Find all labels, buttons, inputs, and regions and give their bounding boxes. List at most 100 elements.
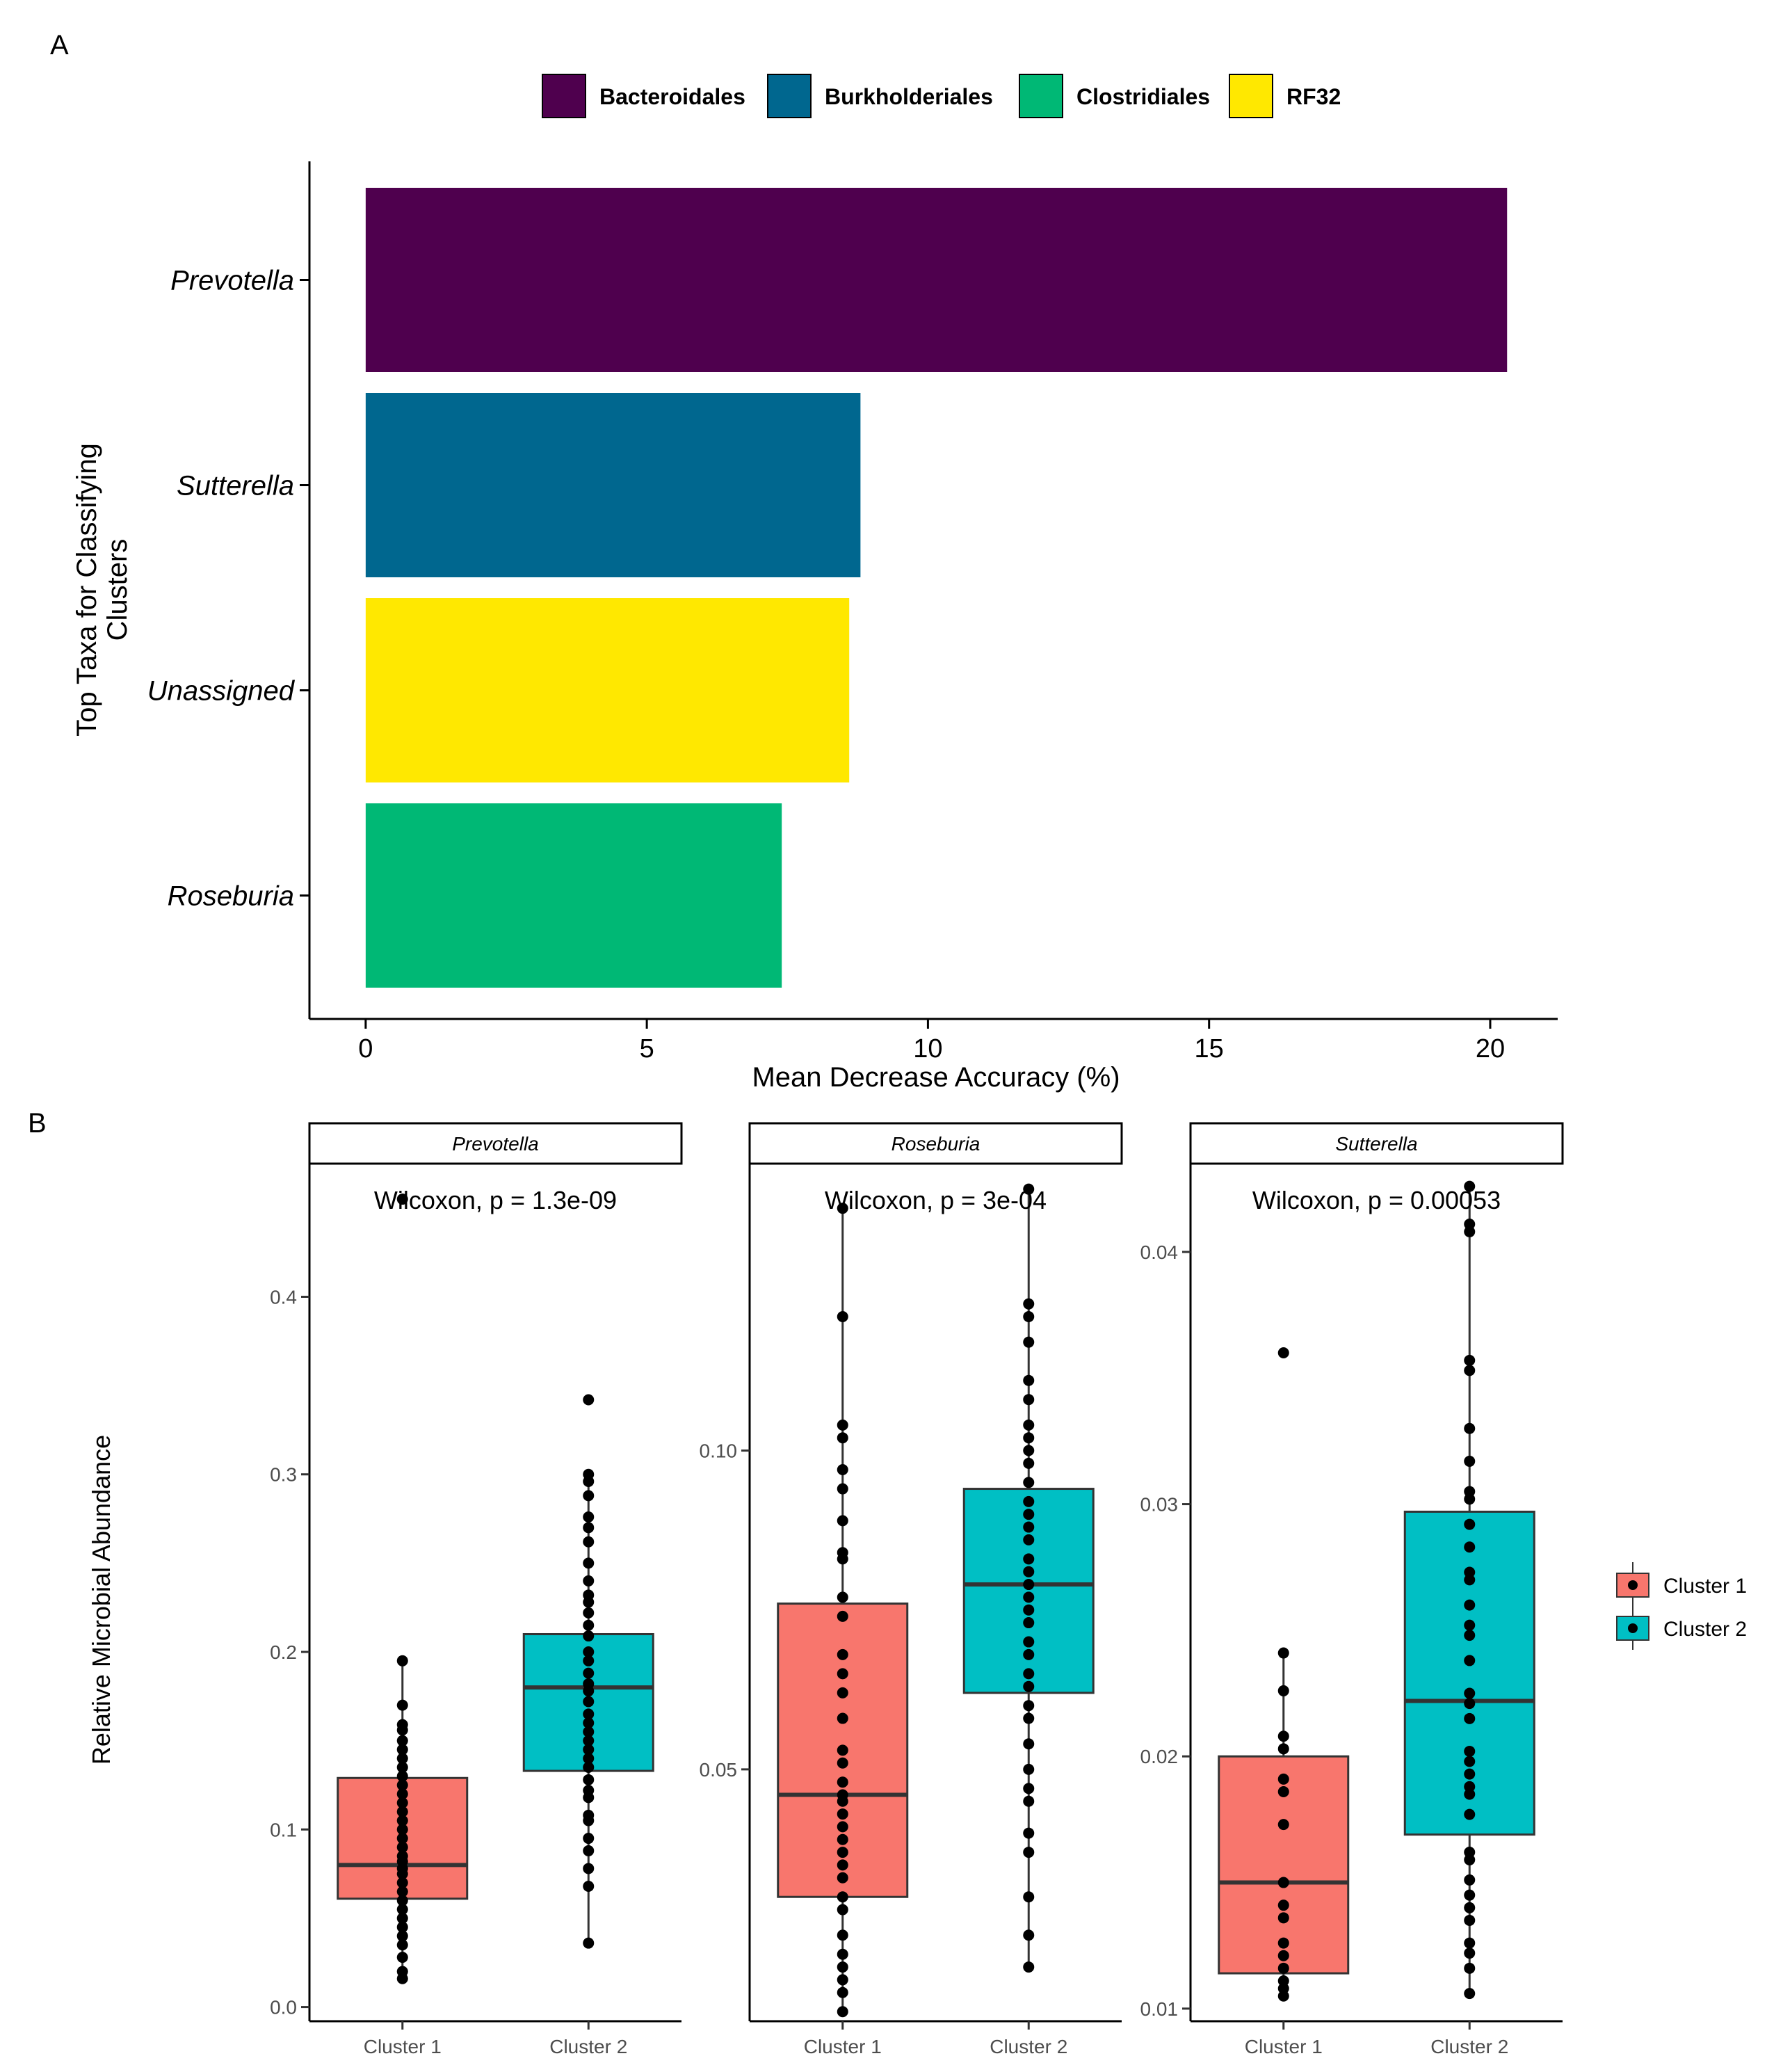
data-point [583, 1735, 595, 1746]
data-point [583, 1490, 595, 1502]
data-point [583, 1845, 595, 1856]
data-point [837, 1515, 848, 1527]
facet-strip [308, 1122, 683, 1165]
data-point [1023, 1298, 1035, 1310]
data-point [837, 1712, 848, 1724]
data-point [1464, 1698, 1476, 1710]
data-point [837, 1419, 848, 1431]
data-point [1464, 1988, 1476, 2000]
data-point [396, 1735, 408, 1746]
facet-y-tick-label: 0.02 [1140, 1746, 1179, 1767]
legend-label-bacteroidales: Bacteroidales [599, 84, 745, 109]
data-point [1277, 1937, 1289, 1949]
data-point [583, 1833, 595, 1845]
data-point [837, 1974, 848, 1986]
facet-y-tick-label: 0.04 [1140, 1242, 1179, 1263]
data-point [396, 1788, 408, 1800]
data-point [1464, 1902, 1476, 1913]
bar-unassigned [365, 598, 850, 782]
data-point [837, 1591, 848, 1603]
data-point [1023, 1311, 1035, 1323]
data-point [583, 1596, 595, 1608]
data-point [583, 1726, 595, 1737]
data-point [1464, 1687, 1476, 1699]
facet-x-tick-label: Cluster 1 [1245, 2036, 1323, 2057]
data-point [396, 1930, 408, 1942]
data-point [396, 1194, 408, 1205]
data-point [1023, 1509, 1035, 1520]
data-point [1277, 1990, 1289, 2002]
data-point [583, 1937, 595, 1949]
panel-a-x-tick-label: 5 [640, 1034, 654, 1063]
data-point [1023, 1648, 1035, 1660]
data-point [583, 1685, 595, 1697]
data-point [1464, 1788, 1476, 1800]
data-point [837, 1610, 848, 1622]
facet-wilcoxon-label: Wilcoxon, p = 0.00053 [1252, 1186, 1501, 1214]
data-point [583, 1646, 595, 1658]
bar-prevotella [365, 188, 1508, 372]
data-point [1464, 1889, 1476, 1901]
data-point [837, 1833, 848, 1845]
data-point [1023, 1336, 1035, 1348]
data-point [1464, 1455, 1476, 1467]
panel-a-y-tick-label-roseburia: Roseburia [168, 881, 294, 912]
data-point [1023, 1636, 1035, 1648]
box-cluster-2 [1403, 1180, 1535, 2000]
data-point [583, 1607, 595, 1619]
data-point [1023, 1432, 1035, 1444]
data-point [1023, 1591, 1035, 1603]
facet-strip-title: Roseburia [891, 1133, 981, 1155]
legend-label-rf32: RF32 [1286, 84, 1341, 109]
facet-y-tick-label: 0.05 [700, 1759, 738, 1781]
data-point [1464, 1914, 1476, 1926]
data-point [396, 1895, 408, 1906]
data-point [837, 1776, 848, 1788]
facet-y-tick-label: 0.10 [700, 1440, 738, 1462]
data-point [1023, 1394, 1035, 1406]
facet-x-tick-label: Cluster 1 [804, 2036, 882, 2057]
data-point [837, 1668, 848, 1680]
data-point [1464, 1768, 1476, 1780]
panel-b-facets: Prevotella 0.0 0.1 0.2 0.3 0.4 Cluster 1 Cluste… [270, 1122, 1564, 2057]
data-point [837, 1553, 848, 1565]
data-point [1023, 1419, 1035, 1431]
legend-key-dot [1628, 1580, 1638, 1590]
data-point [1023, 1795, 1035, 1807]
legend-key-cluster-2 [1616, 1605, 1649, 1650]
facet-x-tick-label: Cluster 2 [990, 2036, 1067, 2057]
data-point [837, 1744, 848, 1756]
legend-key-clostridiales [1019, 74, 1063, 118]
bar-roseburia [365, 803, 782, 988]
data-point [1277, 1785, 1289, 1797]
data-point [837, 1872, 848, 1884]
data-point [583, 1522, 595, 1534]
data-point [583, 1753, 595, 1765]
box-cluster-1 [337, 1194, 469, 1984]
data-point [583, 1880, 595, 1892]
data-point [583, 1815, 595, 1826]
data-point [396, 1939, 408, 1951]
legend-label-clostridiales: Clostridiales [1076, 84, 1210, 109]
panel-a-bars [365, 188, 1508, 988]
facet-strip [748, 1122, 1123, 1165]
data-point [1464, 1574, 1476, 1586]
data-point [837, 1929, 848, 1941]
box-cluster-1 [1218, 1347, 1350, 2002]
data-point [396, 1655, 408, 1667]
data-point [837, 1311, 848, 1323]
data-point [1277, 1877, 1289, 1888]
facet-strip-title: Prevotella [452, 1133, 539, 1155]
data-point [837, 1859, 848, 1871]
data-point [1464, 1619, 1476, 1631]
data-point [837, 1808, 848, 1820]
legend-key-dot [1628, 1623, 1638, 1633]
data-point [1464, 1518, 1476, 1530]
data-point [1023, 1183, 1035, 1195]
facet-sutterella: Sutterella 0.01 0.02 0.03 0.04 Cluster 1 Clust… [1140, 1122, 1564, 2057]
data-point [583, 1667, 595, 1679]
data-point [396, 1868, 408, 1880]
panel-a-x-tick-label: 15 [1195, 1034, 1224, 1063]
facet-y-tick-label: 0.0 [270, 1997, 297, 2018]
